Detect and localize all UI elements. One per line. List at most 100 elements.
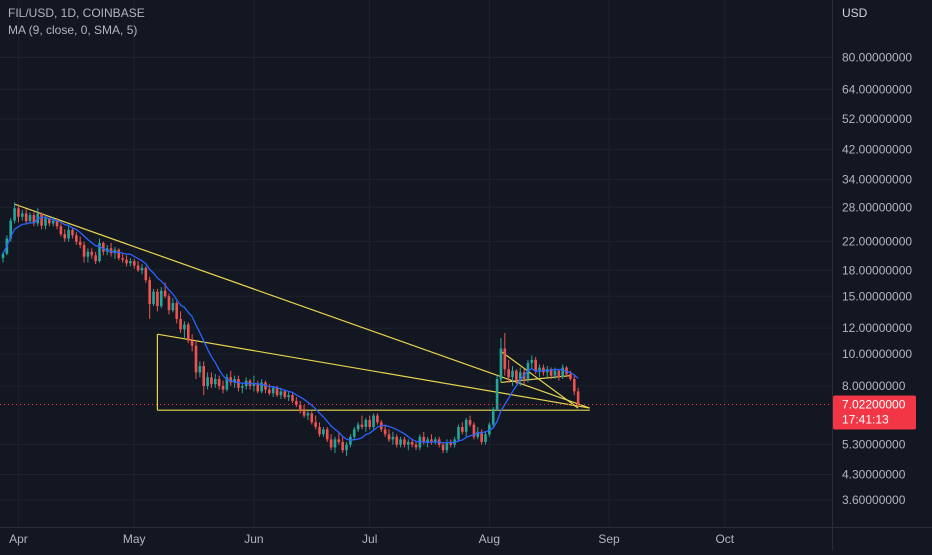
- price-tick-label: 15.00000000: [842, 289, 912, 303]
- price-tick-label: 10.00000000: [842, 347, 912, 361]
- price-tick-label: 34.00000000: [842, 173, 912, 187]
- time-tick-label: Jun: [244, 532, 263, 546]
- candle-body: [102, 242, 105, 252]
- candle-body: [310, 413, 314, 423]
- candle-body: [217, 378, 221, 386]
- candle-body: [387, 434, 391, 440]
- candle-body: [94, 255, 97, 262]
- candle-body: [152, 291, 155, 305]
- candle-body: [136, 265, 140, 271]
- price-tick-label: 18.00000000: [842, 263, 912, 277]
- candle-body: [260, 382, 263, 392]
- candle-body: [159, 290, 163, 307]
- candle-body: [237, 378, 240, 388]
- current-price-value: 7.02200000: [842, 398, 906, 412]
- candle-body: [511, 370, 514, 378]
- candle-body: [341, 442, 344, 451]
- candle-body: [461, 426, 464, 432]
- candle-body: [17, 208, 20, 217]
- symbol-legend[interactable]: FIL/USD, 1D, COINBASE: [8, 6, 145, 20]
- candle-body: [44, 218, 47, 226]
- candle-body: [221, 385, 225, 390]
- candle-body: [129, 261, 132, 264]
- candle-body: [449, 442, 453, 445]
- candle-body: [565, 367, 568, 374]
- candle-countdown: 17:41:13: [842, 413, 889, 427]
- candle-body: [140, 267, 144, 271]
- price-tick-label: 52.00000000: [842, 112, 912, 126]
- candle-body: [275, 387, 279, 396]
- price-axis[interactable]: USD 80.00000000 64.00000000 52.00000000 42.…: [842, 6, 912, 507]
- candle-body: [214, 378, 217, 385]
- trendline: [500, 350, 579, 409]
- time-axis[interactable]: Apr May Jun Jul Aug Sep Oct: [9, 532, 735, 546]
- price-tick-label: 8.00000000: [842, 379, 906, 393]
- candle-body: [156, 291, 159, 307]
- candle-body: [206, 377, 209, 386]
- moving-average: [2, 216, 579, 444]
- candle-body: [51, 220, 55, 224]
- candle-body: [503, 348, 507, 370]
- candle-body: [117, 249, 121, 259]
- candle-body: [561, 367, 564, 378]
- candle-body: [163, 290, 167, 297]
- candle-body: [337, 439, 341, 443]
- candle-body: [576, 391, 580, 405]
- price-tick-label: 3.60000000: [842, 493, 906, 507]
- chart-legend: FIL/USD, 1D, COINBASE MA (9, close, 0, S…: [8, 5, 145, 39]
- candle-body: [32, 215, 36, 224]
- candle-body: [476, 431, 480, 437]
- candle-body: [186, 324, 190, 341]
- trendline: [157, 333, 590, 409]
- candle-body: [434, 439, 437, 443]
- candle-body: [538, 367, 541, 371]
- candle-body: [352, 429, 356, 437]
- candle-body: [252, 384, 256, 386]
- candle-body: [59, 226, 63, 235]
- trendlines[interactable]: [14, 203, 590, 411]
- candle-body: [422, 436, 426, 443]
- price-tick-label: 5.30000000: [842, 438, 906, 452]
- candle-body: [430, 439, 433, 443]
- candle-body: [21, 213, 24, 217]
- candle-body: [356, 424, 360, 430]
- candle-body: [175, 303, 178, 319]
- time-tick-label: Jul: [362, 532, 377, 546]
- candle-body: [82, 244, 86, 257]
- candle-body: [171, 303, 175, 311]
- candle-body: [557, 370, 561, 378]
- candle-body: [391, 436, 395, 440]
- candle-body: [1, 253, 5, 259]
- candle-body: [13, 208, 16, 221]
- candle-body: [298, 404, 302, 410]
- candle-body: [464, 420, 468, 432]
- candle-body: [302, 409, 306, 416]
- candle-body: [472, 424, 476, 437]
- trendline: [14, 203, 590, 409]
- candle-body: [306, 413, 310, 416]
- candle-body: [410, 442, 414, 445]
- candle-body: [495, 378, 499, 410]
- indicator-legend[interactable]: MA (9, close, 0, SMA, 5): [8, 23, 138, 37]
- candle-body: [109, 248, 113, 254]
- candle-body: [256, 384, 260, 392]
- candle-body: [491, 409, 495, 425]
- candle-body: [507, 369, 510, 378]
- candle-body: [48, 218, 51, 224]
- candle-body: [125, 259, 128, 264]
- candle-body: [75, 235, 78, 242]
- candle-body: [113, 249, 117, 254]
- candle-body: [515, 370, 518, 381]
- candle-body: [534, 359, 537, 371]
- time-tick-label: Oct: [715, 532, 734, 546]
- candle-body: [287, 395, 290, 398]
- candle-body: [399, 439, 402, 445]
- candle-body: [441, 444, 445, 451]
- candle-body: [480, 431, 483, 443]
- candle-body: [530, 359, 534, 363]
- price-tick-label: 80.00000000: [842, 51, 912, 65]
- candle-body: [572, 378, 576, 392]
